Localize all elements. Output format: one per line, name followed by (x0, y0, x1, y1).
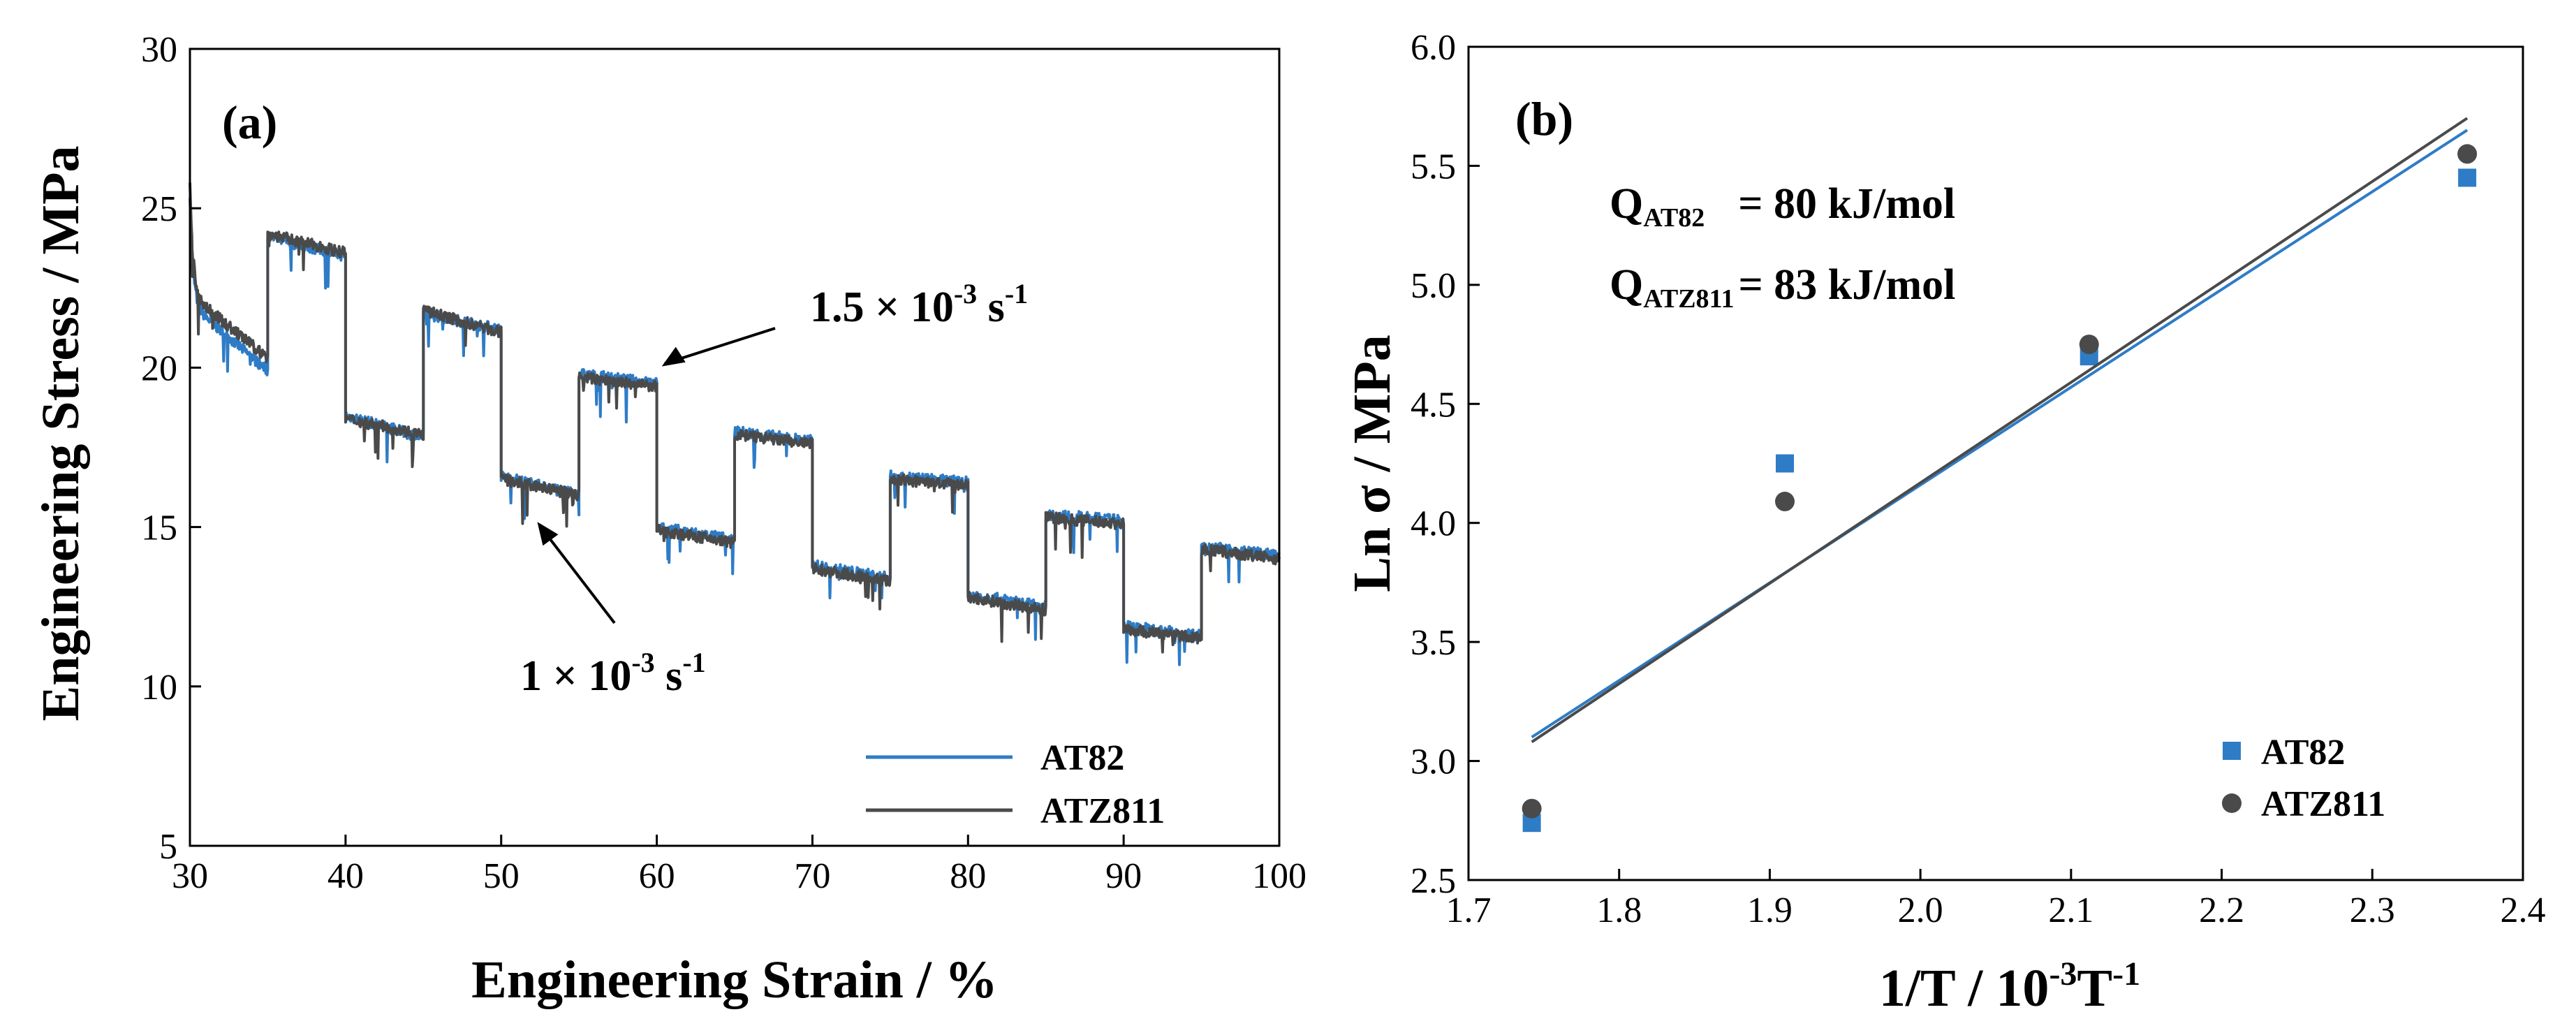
q-atz811-symbol: Q (1610, 261, 1643, 309)
chart-b-point-atz811 (1775, 492, 1795, 512)
chart-a-x-tick-label: 80 (950, 856, 986, 896)
chart-b-x-tick-label: 2.4 (2501, 891, 2546, 930)
chart-b-series-group (1522, 117, 2478, 833)
annotation-high-rate-sup2: -1 (1005, 278, 1028, 309)
chart-b-legend-marker-at82 (2223, 742, 2241, 760)
chart-b-y-tick-label: 4.5 (1411, 385, 1456, 425)
q-at82-subscript: AT82 (1643, 203, 1705, 233)
chart-b-panel-label: (b) (1515, 92, 1573, 145)
chart-a-frame (189, 47, 1281, 847)
chart-b-annotation-q-atz811: QATZ811= 83 kJ/mol (1610, 261, 1955, 314)
chart-a-annotation-high-rate-arrow (664, 327, 776, 365)
chart-a-x-tick-label: 60 (639, 856, 675, 896)
chart-b-y-tick-label: 6.0 (1411, 28, 1456, 68)
chart-a-series-group (189, 182, 1281, 666)
chart-b-point-atz811 (1522, 798, 1542, 819)
chart-a-y-tick-label: 30 (141, 30, 177, 70)
chart-b-x-tick-label: 2.1 (2048, 891, 2093, 930)
chart-a-ticks: 30 40 50 60 70 80 90 100 5 10 15 20 25 30 (141, 30, 1307, 896)
q-atz811-value: = 83 kJ/mol (1738, 261, 1955, 309)
chart-a-y-tick-label: 10 (141, 668, 177, 708)
chart-a-legend-label-at82: AT82 (1040, 738, 1124, 778)
annotation-high-rate-main: 1.5 × 10 (810, 284, 954, 331)
chart-b-y-tick-label: 3.5 (1411, 623, 1456, 663)
chart-b-x-tick-label: 2.0 (1898, 891, 1943, 930)
chart-a-annotation-low-rate-arrow (538, 525, 616, 624)
chart-b-legend-label-at82: AT82 (2261, 733, 2345, 772)
chart-a-y-tick-label: 15 (141, 508, 177, 548)
chart-b-x-axis-label-sup2: -1 (2112, 955, 2140, 992)
chart-a-panel-label: (a) (222, 96, 277, 149)
chart-a: 30 40 50 60 70 80 90 100 5 10 15 20 25 30 (a) Enginee… (31, 30, 1307, 1009)
chart-b-x-tick-label: 1.9 (1747, 891, 1793, 930)
chart-b-y-tick-label: 3.0 (1411, 742, 1456, 782)
chart-b-annotation-q-at82: QAT82 = 80 kJ/mol (1610, 180, 1955, 233)
chart-a-legend-label-atz811: ATZ811 (1040, 791, 1165, 831)
q-at82-symbol: Q (1610, 180, 1643, 228)
annotation-low-rate-main: 1 × 10 (520, 652, 631, 700)
chart-a-x-tick-label: 40 (327, 856, 364, 896)
chart-b-x-tick-label: 1.8 (1596, 891, 1642, 930)
chart-a-y-tick-label: 20 (141, 349, 177, 388)
chart-b-x-axis-label: 1/T / 10-3T-1 (1879, 955, 2140, 1018)
chart-a-y-tick-label: 5 (159, 827, 177, 867)
annotation-high-rate-sup: -3 (954, 278, 977, 309)
chart-b-point-atz811 (2457, 144, 2478, 164)
chart-b-legend: AT82 ATZ811 (2222, 733, 2385, 824)
chart-b: 1.7 1.8 1.9 2.0 2.1 2.2 2.3 2.4 2.5 3.0 3.5 4.0 4.5 5… (1343, 28, 2546, 1018)
chart-a-legend: AT82 ATZ811 (866, 738, 1165, 831)
chart-b-x-axis-label-tail: T (2077, 959, 2112, 1018)
chart-b-x-tick-label: 1.7 (1446, 891, 1492, 930)
chart-b-x-axis-label-sup: -3 (2049, 955, 2077, 992)
chart-b-legend-label-atz811: ATZ811 (2261, 784, 2385, 824)
chart-b-fit-line-atz811 (1531, 117, 2468, 743)
chart-b-x-tick-label: 2.2 (2199, 891, 2244, 930)
chart-a-x-tick-label: 30 (172, 856, 208, 896)
chart-b-fit-line-at82 (1531, 129, 2468, 739)
chart-a-x-axis-label: Engineering Strain / % (471, 951, 998, 1009)
chart-a-x-tick-label: 50 (483, 856, 520, 896)
chart-b-y-tick-label: 5.5 (1411, 147, 1456, 186)
chart-a-annotation-low-rate-arrowhead (537, 522, 559, 546)
annotation-low-rate-sup2: -1 (682, 647, 705, 678)
chart-b-y-axis-label: Ln σ / MPa (1343, 335, 1401, 592)
q-atz811-subscript: ATZ811 (1643, 284, 1734, 314)
chart-b-y-tick-label: 2.5 (1411, 861, 1456, 901)
annotation-high-rate-unit: s (977, 284, 1005, 331)
chart-b-x-axis-label-main: 1/T / 10 (1879, 959, 2049, 1018)
chart-b-frame (1467, 45, 2524, 881)
chart-b-y-tick-label: 5.0 (1411, 266, 1456, 306)
annotation-low-rate-sup: -3 (631, 647, 654, 678)
chart-b-legend-marker-atz811 (2222, 793, 2242, 813)
chart-a-series-at82 (189, 198, 1281, 666)
chart-b-point-at82 (2458, 168, 2477, 187)
annotation-low-rate-unit: s (655, 652, 683, 700)
chart-a-x-tick-label: 100 (1252, 856, 1307, 896)
chart-a-annotation-low-rate: 1 × 10-3 s-1 (520, 647, 706, 700)
chart-a-y-tick-label: 25 (141, 189, 177, 229)
chart-a-annotation-high-rate-arrowhead (661, 346, 686, 367)
chart-a-y-axis-label: Engineering Stress / MPa (31, 145, 90, 721)
chart-a-x-tick-label: 90 (1105, 856, 1142, 896)
chart-b-point-at82 (1776, 454, 1794, 473)
chart-b-x-tick-label: 2.3 (2350, 891, 2395, 930)
q-at82-value: = 80 kJ/mol (1738, 180, 1955, 228)
chart-b-point-atz811 (2079, 335, 2099, 355)
chart-b-ticks: 1.7 1.8 1.9 2.0 2.1 2.2 2.3 2.4 2.5 3.0 3.5 4.0 4.5 5… (1411, 28, 2546, 930)
chart-a-annotation-high-rate: 1.5 × 10-3 s-1 (810, 278, 1028, 331)
chart-a-series-atz811 (189, 182, 1281, 654)
chart-b-y-tick-label: 4.0 (1411, 504, 1456, 544)
chart-a-x-tick-label: 70 (794, 856, 830, 896)
